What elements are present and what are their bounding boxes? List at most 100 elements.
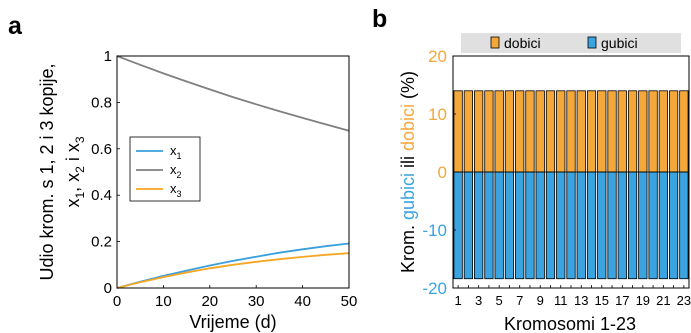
panel-b-bars [453,90,689,280]
bar-dobici-9 [535,90,545,173]
y-tick-label: 20 [428,47,447,66]
y-axis-label-part: Krom. [398,220,418,273]
bar-dobici-6 [504,90,515,173]
y-tick-label: -10 [422,221,447,240]
x-tick-label: 21 [656,293,670,308]
bar-gubici-2 [463,171,473,280]
bar-dobici-10 [545,90,556,173]
panel-a-legend-box [129,136,201,202]
bar-dobici-5 [494,90,504,173]
bar-gubici-3 [474,171,484,280]
x-tick-label: 3 [475,293,482,308]
bar-gubici-11 [556,171,566,280]
legend-label-main: x [170,162,177,177]
x-tick-label: 7 [516,293,523,308]
bar-dobici-4 [484,90,494,173]
legend-label-main: x [170,181,177,196]
panel-a-axes-box [116,55,350,289]
ylabel2-part-1: 1 [73,192,87,199]
legend-label-x1: x1 [170,143,182,161]
bar-dobici-17 [617,90,627,173]
bar-gubici-4 [484,171,494,280]
bar-gubici-8 [525,171,535,280]
x-tick-label: 19 [636,293,650,308]
ylabel2-part-5: 3 [73,136,87,143]
panel-a-y-axis-label-line2: x1, x2 i x3 [63,136,87,207]
y-axis-label-part: (%) [398,71,418,104]
bar-gubici-23 [679,171,689,280]
bar-gubici-22 [669,171,679,280]
legend-swatch-gubici [587,36,597,49]
legend-label-dobici: dobici [504,35,541,51]
bar-dobici-7 [515,90,525,173]
bar-dobici-8 [525,90,535,173]
y-axis-label-part: gubici [398,173,418,220]
panel-a-x-axis-label: Vrijeme (d) [189,312,276,332]
y-tick-label: 0 [104,280,112,297]
bar-dobici-21 [658,90,668,173]
legend-label-main: x [170,143,177,158]
x-tick-label: 40 [294,293,311,310]
legend-label-x3: x3 [170,181,182,199]
series-line-x2 [116,55,350,132]
bar-gubici-6 [504,171,515,280]
bar-dobici-20 [648,90,658,173]
y-tick-label: -20 [422,279,447,298]
x-tick-label: 15 [595,293,609,308]
panel-a-chart: 0 10 20 30 40 50 0 0.2 0.4 0.6 0.8 1 Vrijeme (d) U… [37,48,357,332]
legend-label-gubici: gubici [601,35,638,51]
bar-gubici-12 [566,171,576,280]
bar-dobici-18 [627,90,638,173]
panel-b-y-ticks: -20 -10 0 10 20 [422,47,456,298]
x-tick-label: 1 [455,293,462,308]
bar-dobici-1 [453,90,463,173]
legend-label-sub: 1 [177,151,182,161]
bar-gubici-9 [535,171,545,280]
bar-gubici-7 [515,171,525,280]
ylabel2-part-2: , x [63,173,83,192]
legend-label-sub: 2 [177,170,182,180]
series-line-x3 [116,252,350,289]
y-axis-label-part: ili [398,151,418,173]
bar-dobici-14 [586,90,597,173]
panel-a-y-axis-label-line1: Udio krom. s 1, 2 i 3 kopije, [37,63,57,280]
panel-b-x-ticks: 1 3 5 7 9 11 13 15 17 19 21 23 [455,285,691,308]
x-tick-label: 30 [248,293,265,310]
x-tick-label: 9 [537,293,544,308]
ylabel2-part-3: 2 [73,166,87,173]
bar-gubici-5 [494,171,504,280]
x-tick-label: 23 [677,293,691,308]
legend-swatch-dobici [490,36,500,49]
panel-b-letter: b [372,5,387,33]
x-tick-label: 10 [155,293,172,310]
bar-dobici-19 [638,90,648,173]
y-tick-label: 1 [104,48,112,65]
panel-a-y-ticks: 0 0.2 0.4 0.6 0.8 1 [91,48,120,297]
bar-dobici-23 [679,90,689,173]
panel-a-x-ticks: 0 10 20 30 40 50 [113,285,357,310]
bar-gubici-10 [545,171,556,280]
bar-dobici-13 [576,90,586,173]
y-tick-label: 0.2 [91,234,112,251]
legend-label-sub: 3 [177,189,182,199]
bar-dobici-16 [607,90,617,173]
bar-dobici-15 [597,90,607,173]
bar-gubici-21 [658,171,668,280]
x-tick-label: 20 [201,293,218,310]
ylabel2-part-0: x [63,199,83,208]
panel-b-x-axis-label: Kromosomi 1-23 [504,314,636,333]
bar-gubici-20 [648,171,658,280]
y-tick-label: 10 [428,105,447,124]
ylabel2-part-4: i x [63,143,83,166]
x-tick-label: 13 [574,293,588,308]
panel-a-series-lines [116,55,350,289]
bar-gubici-19 [638,171,648,280]
bar-dobici-2 [463,90,473,173]
panel-b-legend-band [461,33,681,53]
bar-dobici-22 [669,90,679,173]
series-line-x1 [116,242,350,289]
bar-dobici-3 [474,90,484,173]
